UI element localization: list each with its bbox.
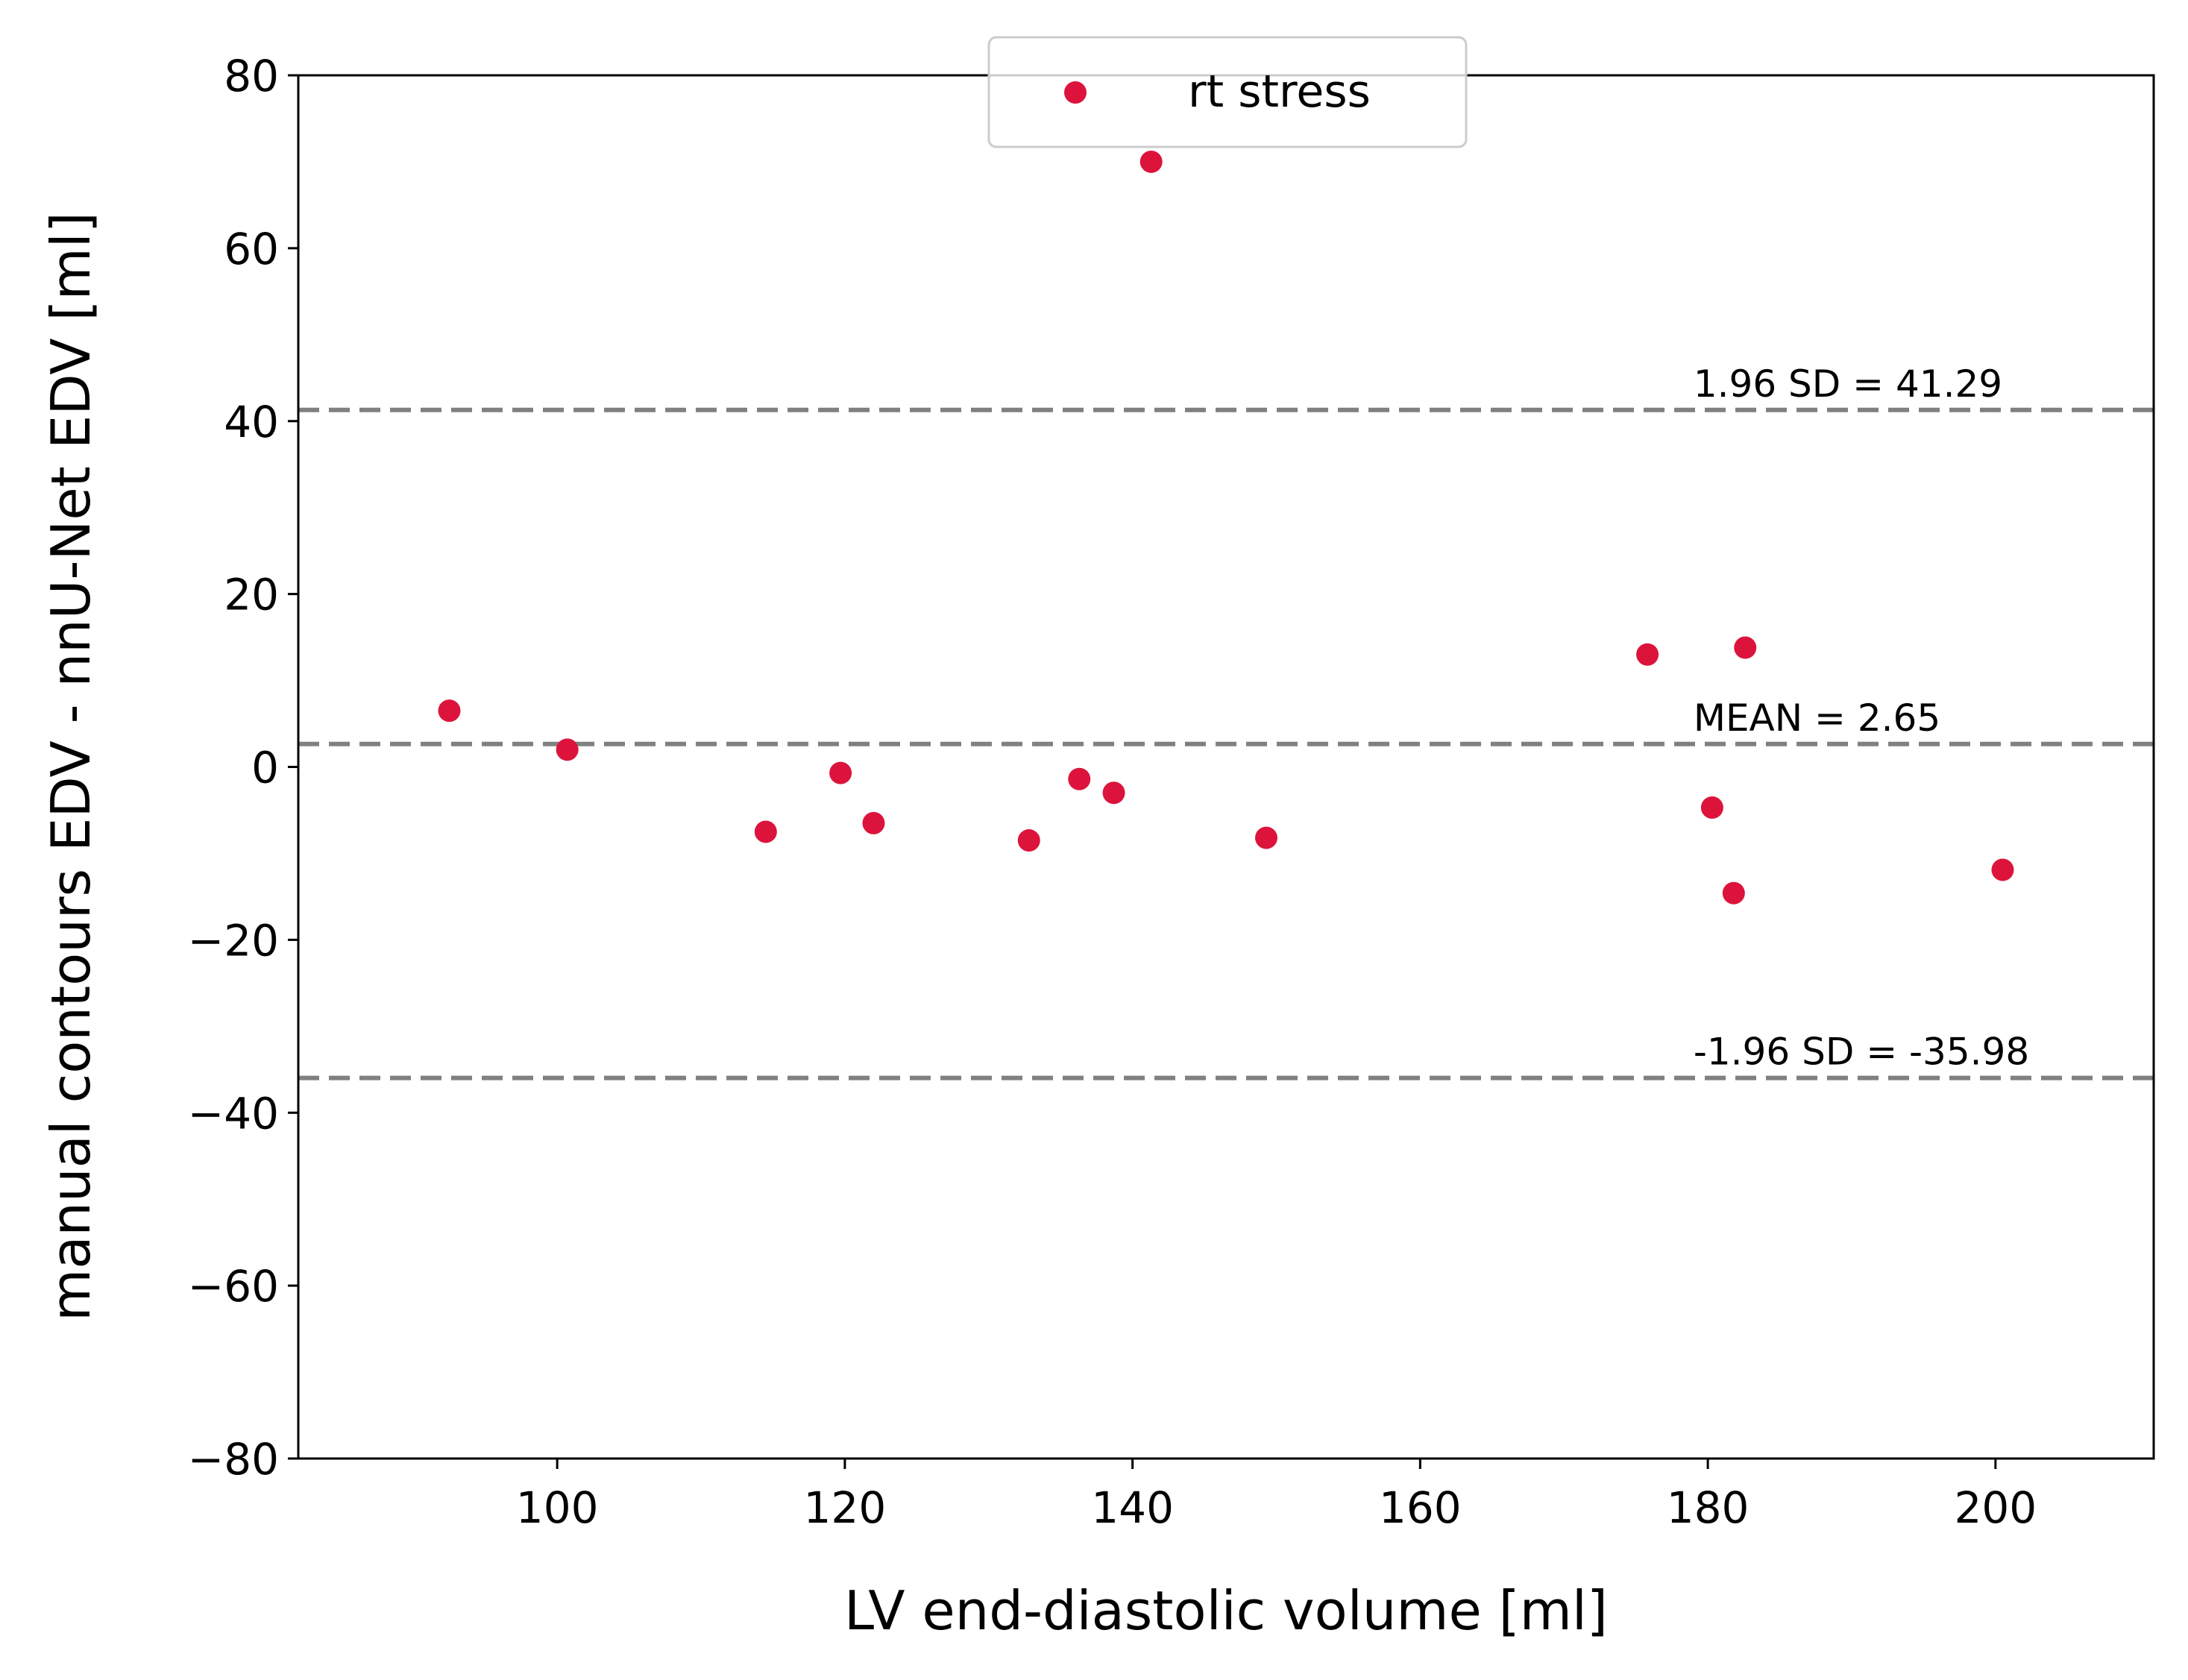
y-tick-label: 0: [251, 743, 279, 793]
y-tick-label: −20: [188, 915, 279, 966]
reference-line-label: 1.96 SD = 41.29: [1694, 362, 2002, 406]
data-point: [754, 820, 777, 843]
data-point: [1017, 829, 1040, 852]
x-tick-label: 160: [1379, 1482, 1462, 1533]
x-axis-title: LV end-diastolic volume [ml]: [844, 1579, 1608, 1642]
y-tick-label: −80: [188, 1434, 279, 1485]
data-point: [1102, 781, 1125, 805]
data-point: [1068, 767, 1091, 790]
y-tick-label: 80: [224, 51, 279, 101]
reference-lines: [298, 407, 2154, 1080]
x-tick-label: 120: [804, 1482, 887, 1533]
legend: rt stress: [987, 36, 1468, 148]
legend-label: rt stress: [1188, 66, 1371, 118]
x-axis-ticks: 100 120 140 160 180 200: [516, 1459, 2037, 1533]
x-tick-label: 180: [1667, 1482, 1750, 1533]
y-tick-label: 60: [224, 224, 279, 274]
data-point: [556, 738, 579, 761]
data-point: [1722, 881, 1745, 905]
data-point: [829, 761, 852, 784]
data-point: [1700, 796, 1723, 819]
data-points: [438, 150, 2014, 905]
y-axis-title: manual contours EDV - nnU-Net EDV [ml]: [40, 212, 102, 1321]
x-tick-label: 200: [1954, 1482, 2037, 1533]
plot-background: [298, 75, 2154, 1459]
y-tick-label: −40: [188, 1088, 279, 1139]
y-tick-label: 40: [224, 397, 279, 447]
legend-box: [987, 36, 1468, 148]
data-point: [1734, 636, 1757, 659]
y-tick-label: 20: [224, 570, 279, 620]
x-tick-label: 100: [516, 1482, 599, 1533]
data-point: [438, 699, 461, 723]
data-point: [1991, 858, 2014, 881]
x-tick-label: 140: [1091, 1482, 1174, 1533]
reference-line-labels: 1.96 SD = 41.29 MEAN = 2.65 -1.96 SD = -35…: [1694, 362, 2029, 1074]
data-point: [1139, 150, 1163, 173]
legend-marker: [1064, 81, 1087, 104]
reference-line-label: -1.96 SD = -35.98: [1694, 1031, 2029, 1074]
y-axis-ticks: −80 −60 −40 −20 0 20 40 60 80: [188, 51, 298, 1485]
data-point: [1636, 643, 1659, 666]
reference-line-label: MEAN = 2.65: [1694, 696, 1940, 740]
data-point: [1255, 826, 1278, 849]
y-tick-label: −60: [188, 1261, 279, 1312]
data-point: [862, 811, 885, 834]
